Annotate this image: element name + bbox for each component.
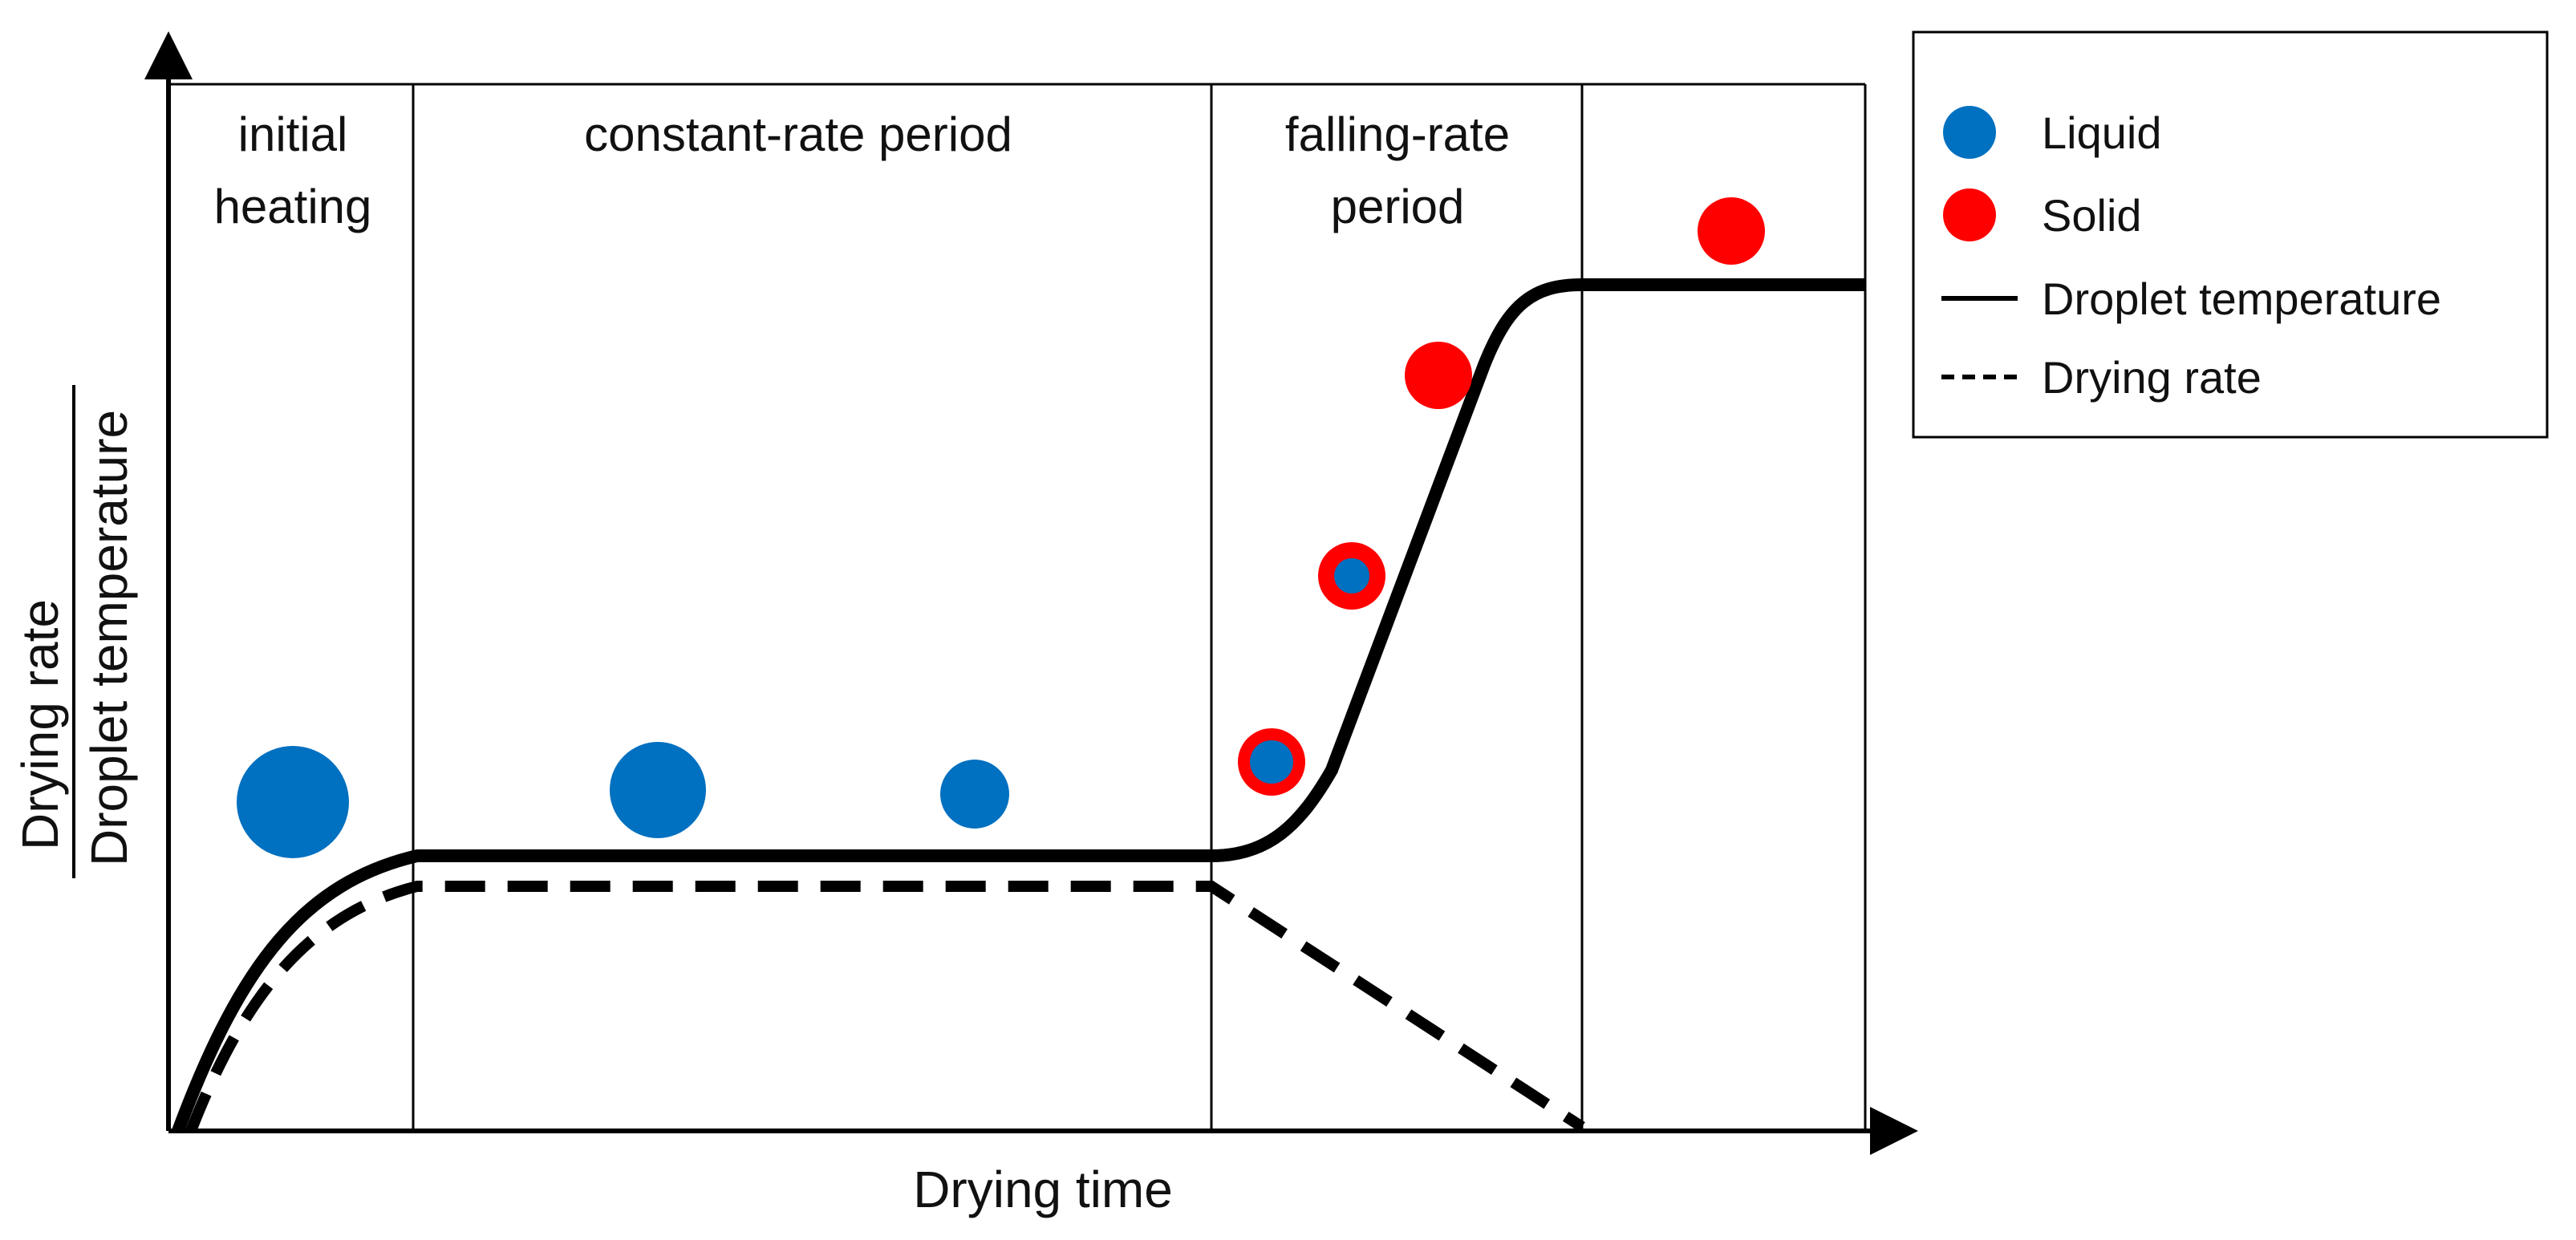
region-label-falling-line1: falling-rate (1285, 107, 1510, 161)
shelled-droplet-2-core (1334, 558, 1369, 594)
legend-liquid-swatch (1943, 106, 1996, 159)
region-label-initial-line1: initial (238, 107, 348, 161)
droplet-temperature-curve (172, 278, 1865, 1133)
legend-liquid-label: Liquid (2042, 107, 2161, 158)
y-axis-title: Drying rate (11, 599, 69, 850)
region-label-constant: constant-rate period (584, 107, 1012, 161)
legend-droplet-temperature-label: Droplet temperature (2042, 274, 2441, 324)
liquid-droplet-constant-large (610, 742, 706, 838)
region-label-falling-line2: period (1331, 180, 1465, 233)
solid-particle-falling (1405, 342, 1472, 409)
y-axis-title-drying-rate: Drying rate (11, 599, 69, 850)
liquid-droplet-initial-heating (237, 746, 349, 858)
y-axis-title-group-bottom: Droplet temperature (80, 410, 138, 866)
legend-solid-label: Solid (2042, 190, 2142, 241)
liquid-droplet-constant-small (940, 760, 1009, 829)
drying-rate-curve (185, 881, 1585, 1133)
y-axis-title-droplet-temperature: Droplet temperature (80, 410, 138, 866)
legend-solid-swatch (1943, 188, 1996, 241)
x-axis-title: Drying time (913, 1161, 1173, 1218)
shelled-droplet-1-core (1250, 740, 1293, 784)
legend-drying-rate-label: Drying rate (2042, 352, 2262, 403)
legend-box (1912, 30, 2549, 439)
region-label-initial-line2: heating (214, 180, 372, 233)
solid-particle-final (1698, 197, 1765, 265)
